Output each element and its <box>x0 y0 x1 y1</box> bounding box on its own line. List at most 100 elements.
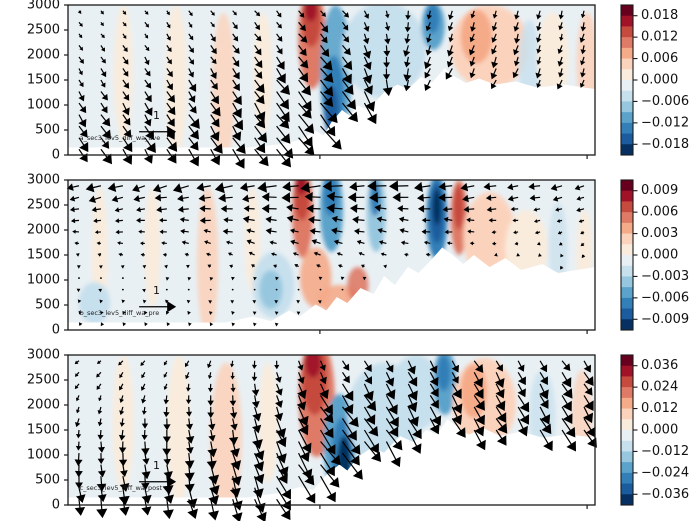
quiver-arrow <box>492 10 498 19</box>
quiver-arrow <box>184 453 195 469</box>
quiver-arrow <box>342 33 350 43</box>
quiver-arrow <box>513 56 520 67</box>
quiver-arrow <box>580 45 586 55</box>
y-tick-label: 2500 <box>27 198 60 213</box>
contour-blob <box>432 189 442 225</box>
quiver-arrow <box>210 10 215 16</box>
quiver-arrow <box>341 371 350 384</box>
colorbar-segment <box>621 430 633 442</box>
quiver-arrow <box>404 33 411 44</box>
quiver-arrow <box>246 239 255 245</box>
quiver-arrow <box>473 418 485 437</box>
quiver-arrow <box>383 264 387 269</box>
quiver-arrow <box>187 277 192 281</box>
colorbar-segment <box>621 90 633 102</box>
quiver-arrow <box>583 360 592 373</box>
quiver-arrow <box>338 264 343 268</box>
quiver-arrow <box>121 299 126 304</box>
quiver-arrow <box>494 252 498 257</box>
quiver-key-label: 1 <box>153 109 160 122</box>
quiver-arrow <box>74 499 86 516</box>
quiver-arrow <box>421 229 431 235</box>
quiver-arrow <box>578 219 585 223</box>
quiver-arrow <box>70 218 80 224</box>
quiver-arrow <box>163 406 170 418</box>
quiver-arrow <box>424 56 432 70</box>
quiver-key: 1 <box>139 109 177 138</box>
quiver-arrow <box>118 487 130 506</box>
quiver-arrow <box>214 182 233 194</box>
quiver-arrow <box>231 499 243 521</box>
quiver-arrow <box>583 406 594 424</box>
quiver-arrow <box>163 395 170 405</box>
quiver-arrow <box>429 360 438 374</box>
quiver-arrow <box>494 372 505 388</box>
quiver-arrow <box>384 22 391 32</box>
quiver-arrow <box>96 383 102 390</box>
quiver-arrow <box>469 68 476 79</box>
quiver-arrow <box>399 228 409 234</box>
quiver-arrow <box>188 45 194 54</box>
quiver-arrow <box>251 383 260 397</box>
quiver-arrow <box>491 45 497 55</box>
quiver-arrow <box>207 383 214 393</box>
quiver-arrow <box>555 207 563 212</box>
quiver-arrow <box>274 311 279 315</box>
quiver-arrow <box>232 45 240 54</box>
quiver-arrow <box>407 383 418 401</box>
quiver-arrow <box>385 360 394 373</box>
quiver-arrow <box>271 252 277 257</box>
quiver-arrow <box>276 137 294 159</box>
colorbar-tick-label: 0.009 <box>641 183 678 198</box>
quiver-arrow <box>231 288 234 291</box>
quiver-arrow <box>470 10 476 19</box>
quiver-arrow <box>580 68 586 78</box>
quiver-arrow <box>69 206 80 213</box>
quiver-arrow <box>557 56 564 67</box>
quiver-arrow <box>514 241 519 246</box>
quiver-arrow <box>331 215 343 223</box>
quiver-arrow <box>209 125 220 142</box>
quiver-arrow <box>154 193 167 202</box>
quiver-arrow <box>78 310 83 315</box>
quiver-arrow <box>94 230 101 235</box>
quiver-arrow <box>298 21 306 32</box>
quiver-arrow <box>392 192 409 203</box>
quiver-arrow <box>362 68 373 85</box>
quiver-arrow <box>232 91 242 106</box>
quiver-arrow <box>76 487 86 504</box>
colorbar-segment <box>621 355 633 367</box>
quiver-arrow <box>119 383 124 391</box>
quiver-arrow <box>74 464 83 478</box>
quiver-arrow <box>320 114 336 137</box>
quiver-arrow <box>311 239 321 245</box>
quiver-arrow <box>297 288 300 291</box>
quiver-arrow <box>495 395 506 411</box>
quiver-arrow <box>495 406 507 423</box>
quiver-arrow <box>451 406 463 425</box>
quiver-arrow <box>251 372 258 382</box>
quiver-arrow <box>298 125 313 148</box>
quiver-arrow <box>140 360 146 367</box>
quiver-arrow <box>275 276 279 281</box>
quiver-arrow <box>558 241 563 246</box>
quiver-arrow <box>166 322 171 327</box>
quiver-arrow <box>163 372 168 378</box>
quiver-arrow <box>122 45 128 53</box>
quiver-arrow <box>227 252 233 256</box>
quiver-arrow <box>120 464 128 477</box>
quiver-arrow <box>363 22 370 32</box>
quiver-arrow <box>144 125 155 140</box>
contour-blob <box>113 5 133 140</box>
quiver-arrow <box>377 227 387 234</box>
quiver-arrow <box>276 452 289 477</box>
quiver-arrow <box>281 192 299 203</box>
quiver-arrow <box>162 429 171 444</box>
colorbar-tick-label: −0.024 <box>641 465 689 480</box>
colorbar-segment <box>621 440 633 452</box>
quiver-arrow <box>254 56 263 69</box>
quiver-arrow <box>320 418 334 439</box>
quiver-arrow <box>363 371 373 385</box>
quiver-arrow <box>282 181 299 192</box>
quiver-arrow <box>380 252 387 257</box>
